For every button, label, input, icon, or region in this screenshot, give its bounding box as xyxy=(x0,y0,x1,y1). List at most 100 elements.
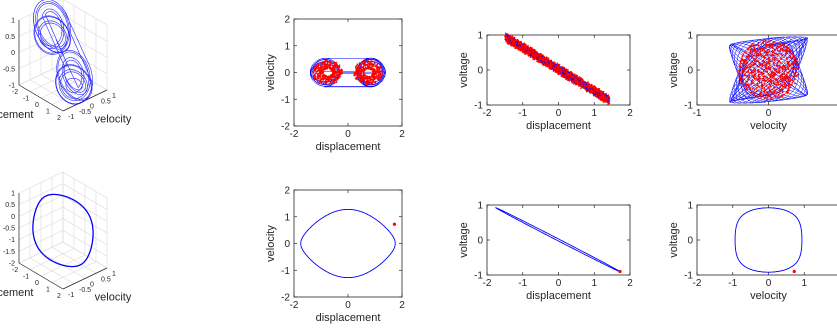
x-tick-label: 1 xyxy=(46,109,50,116)
poincare-point xyxy=(756,52,758,54)
poincare-point xyxy=(557,63,560,66)
x-tick-label: -1 xyxy=(23,274,29,281)
poincare-point xyxy=(578,81,580,84)
poincare-point xyxy=(602,99,605,101)
poincare-point xyxy=(556,67,559,70)
poincare-point xyxy=(370,62,373,65)
poincare-point xyxy=(744,68,747,71)
poincare-point xyxy=(324,80,327,82)
poincare-point xyxy=(564,68,567,71)
poincare-point xyxy=(589,84,591,86)
poincare-point xyxy=(776,62,779,65)
x-tick-label: -1 xyxy=(518,278,527,289)
poincare-point xyxy=(759,54,761,57)
poincare-point xyxy=(517,48,520,51)
poincare-point xyxy=(589,91,592,94)
poincare-point xyxy=(752,76,755,79)
poincare-point xyxy=(771,88,774,90)
poincare-point xyxy=(771,45,774,47)
poincare-point xyxy=(569,70,572,73)
poincare-point xyxy=(754,60,756,63)
poincare-point xyxy=(335,81,338,84)
poincare-point xyxy=(793,55,795,57)
poincare-point xyxy=(779,78,782,81)
poincare-point xyxy=(744,58,747,61)
poincare-point xyxy=(324,60,327,62)
poincare-point xyxy=(766,90,769,93)
poincare-point xyxy=(364,66,367,69)
poincare-point xyxy=(786,76,789,78)
poincare-point xyxy=(785,76,787,78)
poincare-point xyxy=(772,73,775,75)
poincare-point xyxy=(573,73,576,75)
poincare-point xyxy=(776,71,778,74)
poincare-point xyxy=(781,73,784,75)
poincare-point xyxy=(518,40,521,43)
plot-periodic-xy: -2 0 2 -2 -1 0 1 2 displacement velocity xyxy=(265,186,405,325)
poincare-point xyxy=(534,56,536,58)
poincare-point xyxy=(781,85,784,87)
poincare-point xyxy=(768,50,771,53)
poincare-point xyxy=(772,41,775,44)
poincare-point xyxy=(576,81,579,84)
poincare-point xyxy=(773,74,776,77)
poincare-point xyxy=(762,40,765,43)
poincare-point xyxy=(766,78,769,80)
poincare-point xyxy=(566,71,568,74)
poincare-point xyxy=(753,91,755,93)
poincare-point xyxy=(763,87,766,90)
poincare-point xyxy=(318,71,321,74)
poincare-point xyxy=(339,69,341,72)
poincare-point xyxy=(756,48,759,51)
x-tick-label: -1 xyxy=(23,96,29,103)
poincare-point xyxy=(544,64,547,67)
poincare-point xyxy=(760,53,763,56)
poincare-point xyxy=(780,45,782,47)
plot-chaotic-xy: -2 0 2 -2 -1 0 1 2 displacement velocity xyxy=(265,15,405,154)
poincare-point xyxy=(740,79,742,82)
poincare-point xyxy=(795,64,798,66)
poincare-point xyxy=(357,74,359,77)
poincare-point xyxy=(787,60,789,63)
poincare-point xyxy=(753,47,756,50)
poincare-point xyxy=(559,70,561,72)
poincare-point xyxy=(770,85,772,88)
poincare-point xyxy=(773,89,776,92)
poincare-point xyxy=(358,73,360,76)
y-tick-label: -2 xyxy=(281,122,290,133)
poincare-point xyxy=(779,65,782,68)
poincare-point xyxy=(340,68,343,71)
poincare-point xyxy=(783,56,785,59)
poincare-point xyxy=(793,62,796,65)
poincare-point xyxy=(565,75,567,77)
poincare-point xyxy=(773,91,776,94)
poincare-point xyxy=(791,56,794,58)
poincare-point xyxy=(507,33,509,36)
poincare-point xyxy=(320,77,323,80)
poincare-point xyxy=(756,65,759,68)
poincare-point xyxy=(743,61,746,64)
poincare-point xyxy=(760,90,763,92)
poincare-point xyxy=(770,71,773,74)
poincare-point xyxy=(329,62,332,64)
poincare-point xyxy=(574,78,576,81)
y-axis-label: voltage xyxy=(668,222,680,257)
poincare-point xyxy=(326,80,329,83)
x-tick-label: 0 xyxy=(766,278,772,289)
poincare-point xyxy=(783,49,785,52)
poincare-point xyxy=(781,91,784,94)
poincare-point xyxy=(753,84,755,86)
poincare-point xyxy=(376,75,379,77)
poincare-point xyxy=(789,55,792,57)
periodic-loop xyxy=(734,207,803,273)
poincare-point xyxy=(790,86,792,89)
poincare-point xyxy=(786,89,789,92)
poincare-point xyxy=(741,69,744,72)
poincare-point xyxy=(325,64,328,67)
poincare-point xyxy=(328,67,331,70)
poincare-point xyxy=(574,77,577,79)
poincare-point xyxy=(358,79,361,82)
poincare-point xyxy=(314,77,316,80)
poincare-point xyxy=(316,77,318,80)
